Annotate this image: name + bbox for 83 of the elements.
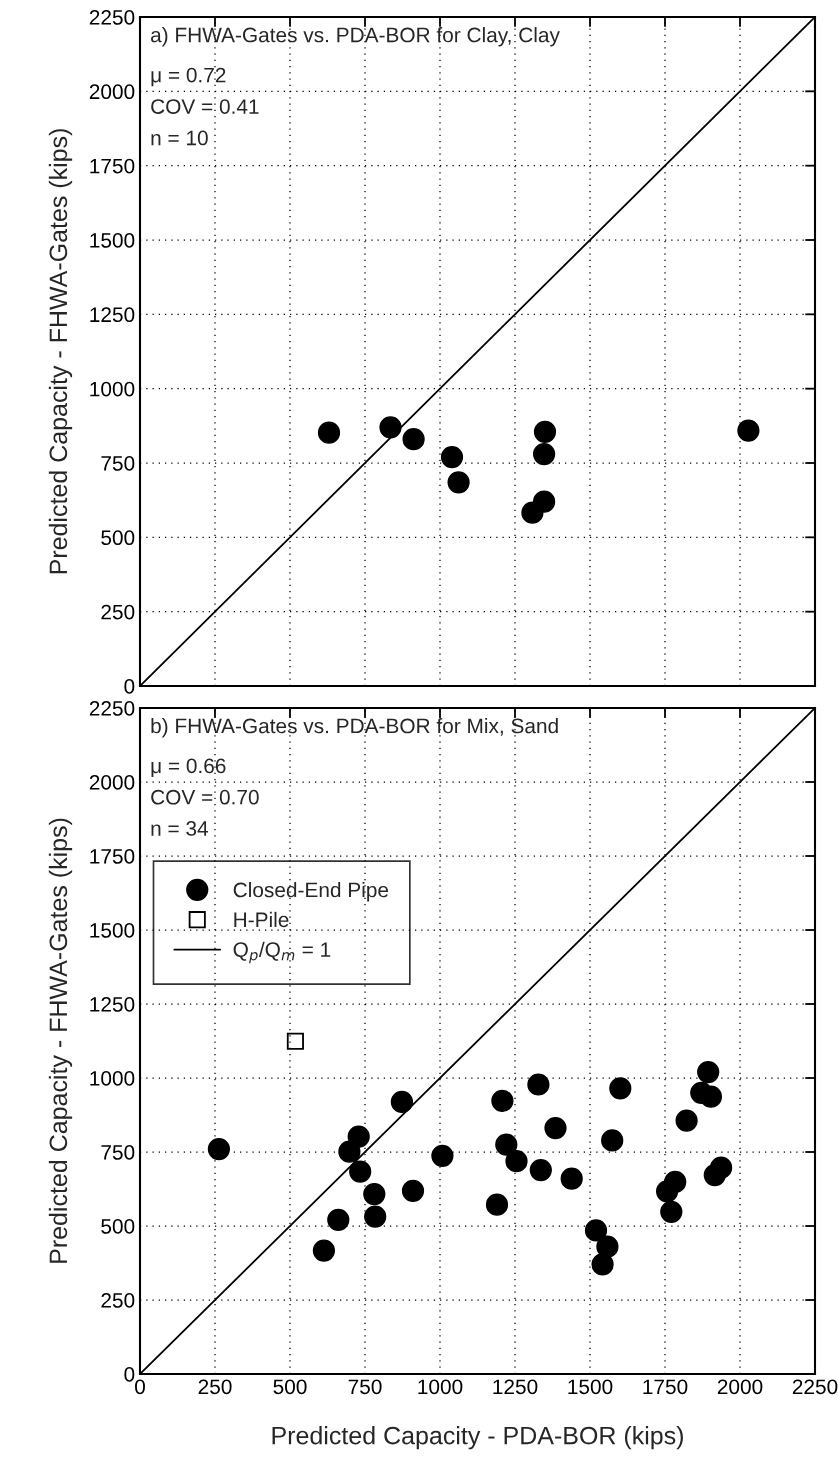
point: [660, 1200, 683, 1223]
y-tick-label: 250: [101, 1293, 135, 1308]
legend-label: Closed-End Pipe: [233, 882, 389, 902]
y-tick-label: 1500: [90, 233, 135, 248]
x-axis-title: Predicted Capacity - PDA-BOR (kips): [272, 1426, 683, 1450]
point: [491, 1089, 514, 1112]
y-tick-label: 750: [101, 1145, 135, 1160]
y-tick-label: 1750: [90, 849, 135, 864]
point: [286, 1032, 304, 1050]
point: [527, 1073, 550, 1096]
point: [327, 1208, 350, 1231]
point: [697, 1060, 720, 1084]
y-tick-label: 500: [101, 1219, 135, 1234]
x-tick-label: 750: [348, 1379, 382, 1395]
point: [379, 416, 402, 439]
y-tick-label: 0: [124, 1367, 135, 1382]
point: [699, 1085, 723, 1108]
point: [505, 1150, 528, 1173]
y-tick-label: 250: [101, 604, 135, 620]
y-axis-title: Predicted Capacity - FHWA-Gates (kips): [48, 129, 73, 574]
chart-title: b) FHWA-Gates vs. PDA-BOR for Mix, Sand: [151, 717, 558, 738]
x-tick-label: 500: [273, 1379, 307, 1395]
point: [737, 419, 760, 442]
point: [363, 1182, 386, 1206]
point: [338, 1140, 361, 1163]
annotation: n = 10: [151, 130, 208, 146]
point: [431, 1144, 454, 1167]
point: [675, 1109, 698, 1132]
y-tick-label: 1500: [90, 923, 135, 938]
y-tick-label: 750: [101, 456, 135, 471]
point: [596, 1235, 619, 1258]
point: [521, 501, 544, 524]
point: [609, 1077, 632, 1100]
point: [544, 1116, 567, 1140]
point: [533, 420, 557, 443]
point: [402, 428, 425, 451]
point: [655, 1180, 679, 1203]
x-tick-label: 250: [198, 1379, 232, 1395]
point: [601, 1129, 624, 1152]
x-tick-label: 1250: [493, 1379, 538, 1395]
point: [312, 1239, 336, 1262]
x-tick-label: 1500: [568, 1379, 613, 1395]
point: [591, 1253, 614, 1276]
y-tick-label: 1750: [90, 158, 135, 174]
point: [317, 421, 341, 444]
y-tick-label: 1000: [90, 381, 135, 397]
point: [440, 445, 464, 469]
point: [390, 1090, 414, 1114]
x-tick-label: 2250: [792, 1379, 838, 1395]
y-tick-label: 1250: [90, 307, 135, 323]
x-tick-label: 2000: [717, 1379, 763, 1395]
y-tick-label: 1000: [90, 1071, 135, 1086]
legend-label: H-Pile: [234, 911, 289, 928]
y-tick-label: 1250: [90, 997, 135, 1012]
point: [560, 1167, 583, 1190]
point: [584, 1219, 608, 1242]
y-tick-label: 0: [124, 679, 135, 694]
annotation: n = 34: [151, 821, 209, 836]
point: [532, 442, 556, 466]
annotation: COV = 0.70: [151, 789, 259, 805]
x-tick-label: 0: [135, 1379, 145, 1395]
chart-title: a) FHWA-Gates vs. PDA-BOR for Clay, Clay: [151, 27, 560, 47]
y-tick-label: 2250: [89, 10, 135, 25]
point: [703, 1163, 726, 1187]
point: [495, 1133, 518, 1156]
y-axis-title: Predicted Capacity - FHWA-Gates (kips): [48, 818, 73, 1263]
x-tick-label: 1000: [418, 1379, 463, 1395]
y-tick-label: 2000: [89, 775, 135, 790]
point: [364, 1205, 387, 1228]
point: [349, 1160, 372, 1183]
point: [529, 1158, 552, 1182]
y-tick-label: 2250: [89, 701, 135, 716]
annotation: μ = 0.72: [151, 67, 226, 87]
y-tick-label: 2000: [89, 84, 135, 100]
point: [207, 1137, 231, 1161]
legend-label: Q$_{p}$/Q$_{m}$ = 1: [233, 941, 331, 964]
y-tick-label: 500: [101, 530, 135, 546]
point: [401, 1179, 425, 1202]
annotation: μ = 0.66: [151, 758, 226, 778]
point: [447, 471, 470, 494]
point: [485, 1193, 509, 1216]
x-tick-label: 1750: [643, 1379, 688, 1395]
annotation: COV = 0.41: [151, 99, 259, 114]
